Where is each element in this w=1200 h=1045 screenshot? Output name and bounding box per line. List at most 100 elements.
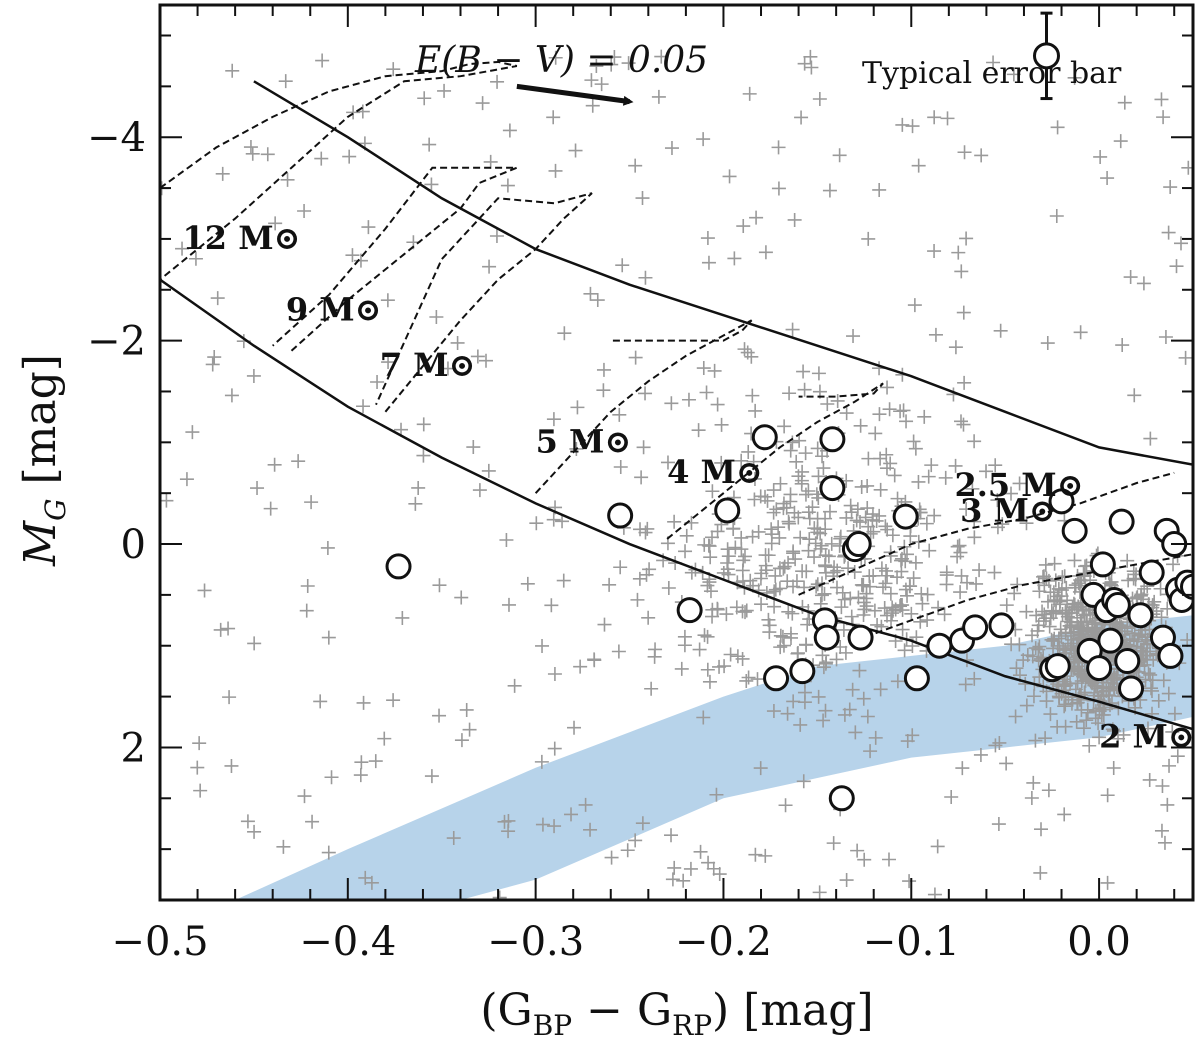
field-star-cross	[792, 433, 807, 448]
field-star-cross	[299, 603, 314, 618]
field-star-cross	[1140, 721, 1155, 736]
field-star-cross	[893, 404, 908, 419]
field-star-cross	[1076, 721, 1091, 736]
field-star-cross	[500, 178, 515, 193]
mass-label: 7 M⊙	[380, 346, 476, 384]
field-star-cross	[839, 406, 854, 421]
field-star-cross	[570, 400, 585, 415]
field-star-cross	[952, 538, 967, 553]
star-circle	[819, 426, 846, 453]
field-star-cross	[906, 571, 921, 586]
field-star-cross	[804, 60, 819, 75]
field-star-cross	[868, 730, 883, 745]
field-star-cross	[863, 744, 878, 759]
field-star-cross	[380, 293, 395, 308]
field-star-cross	[1156, 110, 1171, 125]
field-star-cross	[644, 681, 659, 696]
mass-label: 2.5 M⊙	[954, 466, 1083, 504]
field-star-cross	[895, 622, 910, 637]
field-star-cross	[1121, 573, 1136, 588]
field-star-cross	[345, 248, 360, 263]
field-star-cross	[665, 872, 680, 887]
star-circle	[892, 503, 919, 530]
field-star-cross	[1077, 608, 1092, 623]
field-star-cross	[1019, 516, 1034, 531]
field-star-cross	[750, 672, 765, 687]
field-star-cross	[1074, 703, 1089, 718]
field-star-cross	[956, 305, 971, 320]
field-star-cross	[838, 645, 853, 660]
star-circle	[1114, 647, 1141, 674]
field-star-cross	[786, 544, 801, 559]
field-star-cross	[642, 562, 657, 577]
field-star-cross	[853, 418, 868, 433]
field-star-cross	[490, 74, 505, 89]
field-star-cross	[499, 532, 514, 547]
field-star-cross	[707, 363, 722, 378]
field-star-cross	[797, 685, 812, 700]
star-circle	[714, 497, 741, 524]
field-star-cross	[697, 628, 712, 643]
field-star-cross	[809, 579, 824, 594]
field-star-cross	[890, 674, 905, 689]
field-star-cross	[250, 481, 265, 496]
field-star-cross	[710, 397, 725, 412]
field-star-cross	[1143, 431, 1158, 446]
field-star-cross	[1049, 209, 1064, 224]
field-star-cross	[548, 50, 563, 65]
field-star-cross	[830, 563, 845, 578]
field-star-cross	[766, 505, 781, 520]
field-star-cross	[1066, 632, 1081, 647]
field-star-cross	[852, 663, 867, 678]
field-star-cross	[1029, 608, 1044, 623]
mass-value: 12	[183, 219, 239, 257]
field-star-cross	[1067, 553, 1082, 568]
field-star-cross	[1155, 778, 1170, 793]
x-axis-title-sub2: RP	[672, 1009, 712, 1042]
field-star-cross	[432, 578, 447, 593]
field-star-cross	[758, 548, 773, 563]
field-star-cross	[160, 493, 174, 508]
field-star-cross	[1026, 689, 1041, 704]
field-star-cross	[1025, 628, 1040, 643]
field-star-cross	[1162, 758, 1177, 773]
field-star-cross	[801, 484, 816, 499]
field-star-cross	[613, 460, 628, 474]
field-star-cross	[1058, 603, 1073, 618]
field-star-cross	[596, 383, 611, 398]
field-star-cross	[890, 491, 905, 506]
field-star-cross	[745, 529, 760, 544]
field-star-cross	[988, 458, 1003, 473]
tick-layer: −0.5 −0.4 −0.3 −0.2 −0.1 0.0 2 0 −2 −4	[87, 5, 1193, 965]
field-star-cross	[714, 417, 729, 432]
field-star-cross	[1047, 556, 1062, 571]
field-star-cross	[787, 212, 802, 227]
field-star-cross	[1044, 632, 1059, 647]
field-star-cross	[848, 725, 863, 740]
field-star-cross	[1067, 70, 1082, 85]
field-star-cross	[749, 210, 764, 225]
field-star-cross	[225, 63, 240, 78]
field-star-cross	[747, 492, 762, 507]
field-star-cross	[661, 581, 676, 596]
field-star-cross	[921, 469, 936, 484]
field-star-cross	[313, 694, 328, 709]
field-star-cross	[762, 618, 777, 633]
star-circle	[1061, 517, 1088, 544]
field-star-cross	[193, 783, 208, 798]
field-star-cross	[744, 349, 759, 364]
field-star-cross	[1038, 557, 1053, 572]
field-star-cross	[356, 399, 371, 414]
field-star-cross	[1170, 749, 1185, 764]
field-star-cross	[782, 516, 797, 531]
field-star-cross	[700, 629, 715, 644]
field-star-cross	[816, 461, 831, 476]
field-star-cross	[361, 220, 376, 235]
field-star-cross	[1111, 731, 1126, 746]
field-star-cross	[967, 514, 982, 529]
field-star-cross	[1044, 603, 1059, 618]
field-star-cross	[364, 875, 379, 890]
field-star-cross	[767, 599, 782, 614]
x-tick-label: 0.0	[1067, 919, 1131, 965]
field-star-cross	[880, 522, 895, 537]
